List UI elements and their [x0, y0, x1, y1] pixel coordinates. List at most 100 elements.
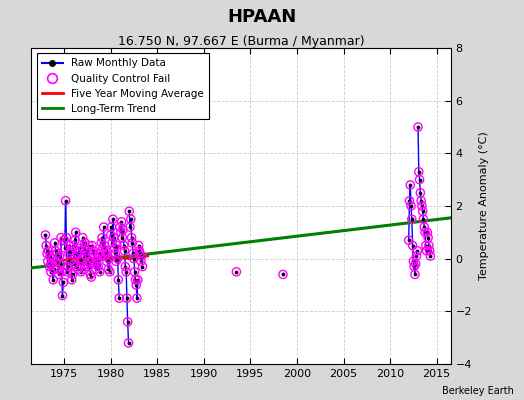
Point: [137, 253, 146, 259]
Point: [407, 203, 415, 209]
Point: [115, 295, 123, 301]
Point: [425, 242, 433, 249]
Point: [408, 242, 417, 249]
Point: [124, 319, 132, 325]
Point: [90, 248, 98, 254]
Legend: Raw Monthly Data, Quality Control Fail, Five Year Moving Average, Long-Term Tren: Raw Monthly Data, Quality Control Fail, …: [37, 53, 209, 119]
Point: [130, 269, 139, 275]
Point: [134, 242, 143, 249]
Point: [92, 258, 101, 264]
Point: [78, 256, 86, 262]
Point: [425, 248, 434, 254]
Point: [64, 263, 72, 270]
Point: [85, 258, 94, 264]
Point: [50, 266, 58, 272]
Point: [103, 258, 111, 264]
Point: [416, 190, 424, 196]
Y-axis label: Temperature Anomaly (°C): Temperature Anomaly (°C): [479, 132, 489, 280]
Point: [71, 229, 80, 236]
Point: [79, 234, 87, 241]
Point: [419, 216, 428, 222]
Point: [408, 216, 416, 222]
Point: [116, 229, 125, 236]
Point: [105, 256, 113, 262]
Point: [135, 248, 144, 254]
Point: [85, 242, 93, 249]
Point: [76, 258, 84, 264]
Point: [58, 292, 67, 299]
Point: [126, 224, 134, 230]
Point: [69, 271, 77, 278]
Point: [137, 258, 145, 264]
Point: [100, 242, 108, 249]
Point: [86, 271, 95, 278]
Point: [59, 279, 68, 286]
Point: [95, 269, 104, 275]
Point: [96, 253, 105, 259]
Point: [419, 208, 427, 214]
Point: [104, 266, 113, 272]
Point: [47, 269, 55, 275]
Point: [43, 258, 52, 264]
Point: [420, 224, 429, 230]
Point: [134, 276, 142, 283]
Point: [95, 250, 103, 257]
Point: [124, 340, 133, 346]
Point: [112, 258, 120, 264]
Point: [101, 253, 110, 259]
Point: [54, 271, 63, 278]
Point: [100, 224, 108, 230]
Point: [97, 240, 105, 246]
Point: [83, 248, 92, 254]
Point: [413, 248, 421, 254]
Point: [113, 256, 122, 262]
Point: [423, 229, 432, 236]
Point: [48, 261, 56, 267]
Point: [92, 266, 100, 272]
Point: [138, 263, 147, 270]
Point: [102, 248, 110, 254]
Point: [133, 295, 141, 301]
Point: [62, 234, 71, 241]
Point: [45, 248, 53, 254]
Point: [410, 263, 418, 270]
Point: [74, 266, 82, 272]
Point: [108, 240, 116, 246]
Point: [106, 232, 115, 238]
Text: Berkeley Earth: Berkeley Earth: [442, 386, 514, 396]
Point: [426, 253, 434, 259]
Point: [82, 253, 90, 259]
Point: [123, 295, 131, 301]
Point: [60, 237, 68, 244]
Point: [107, 224, 116, 230]
Point: [405, 198, 413, 204]
Point: [113, 242, 121, 249]
Point: [98, 234, 106, 241]
Point: [99, 245, 107, 251]
Point: [53, 266, 62, 272]
Point: [51, 248, 60, 254]
Point: [128, 240, 137, 246]
Point: [93, 256, 102, 262]
Point: [57, 234, 65, 241]
Point: [42, 242, 50, 249]
Point: [421, 229, 429, 236]
Point: [72, 263, 81, 270]
Point: [132, 276, 140, 283]
Point: [46, 253, 54, 259]
Point: [121, 248, 129, 254]
Point: [122, 269, 130, 275]
Point: [424, 234, 432, 241]
Point: [118, 234, 126, 241]
Title: 16.750 N, 97.667 E (Burma / Myanmar): 16.750 N, 97.667 E (Burma / Myanmar): [118, 35, 364, 48]
Point: [127, 216, 135, 222]
Point: [48, 256, 57, 262]
Point: [136, 250, 144, 257]
Point: [53, 250, 61, 257]
Point: [67, 248, 75, 254]
Point: [77, 269, 85, 275]
Point: [52, 258, 60, 264]
Point: [66, 242, 74, 249]
Point: [125, 208, 134, 214]
Point: [79, 245, 88, 251]
